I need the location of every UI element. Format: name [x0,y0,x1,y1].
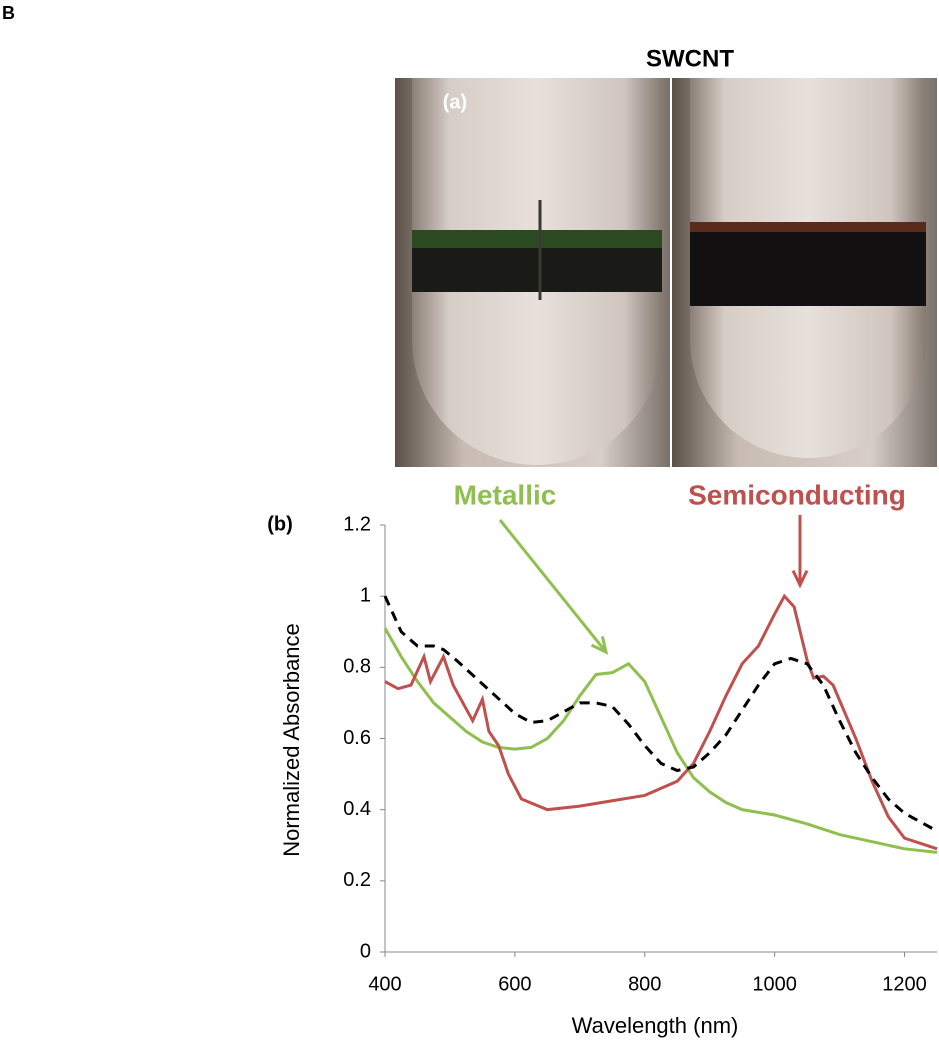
annotation-arrowhead [791,569,809,589]
panel-label: B [2,3,15,23]
x-axis-label: Wavelength (nm) [572,1013,739,1038]
annotation-arrow [498,519,608,653]
series-line [383,627,938,854]
photo-title: SWCNT [646,45,734,72]
chart-label: (b) [267,513,293,535]
y-axis-label: Normalized Absorbance [279,623,304,857]
photo: (a) [395,78,937,467]
y-tick-label: 0.6 [343,727,371,749]
series-annotation: Semiconducting [688,479,906,510]
y-tick-label: 0.4 [343,798,371,820]
y-tick-label: 0.8 [343,656,371,678]
y-tick-label: 1.2 [343,513,371,535]
series-annotation: Metallic [454,479,557,510]
x-tick-label: 800 [628,973,661,995]
y-tick-label: 0 [360,940,371,962]
x-tick-label: 1000 [752,973,797,995]
x-tick-label: 400 [368,973,401,995]
annotation-arrowhead [590,636,609,655]
x-tick-label: 600 [498,973,531,995]
y-tick-label: 0.2 [343,869,371,891]
photo-label: (a) [443,91,467,113]
x-tick-label: 1200 [882,973,927,995]
series-line [384,593,938,851]
y-tick-label: 1 [360,584,371,606]
